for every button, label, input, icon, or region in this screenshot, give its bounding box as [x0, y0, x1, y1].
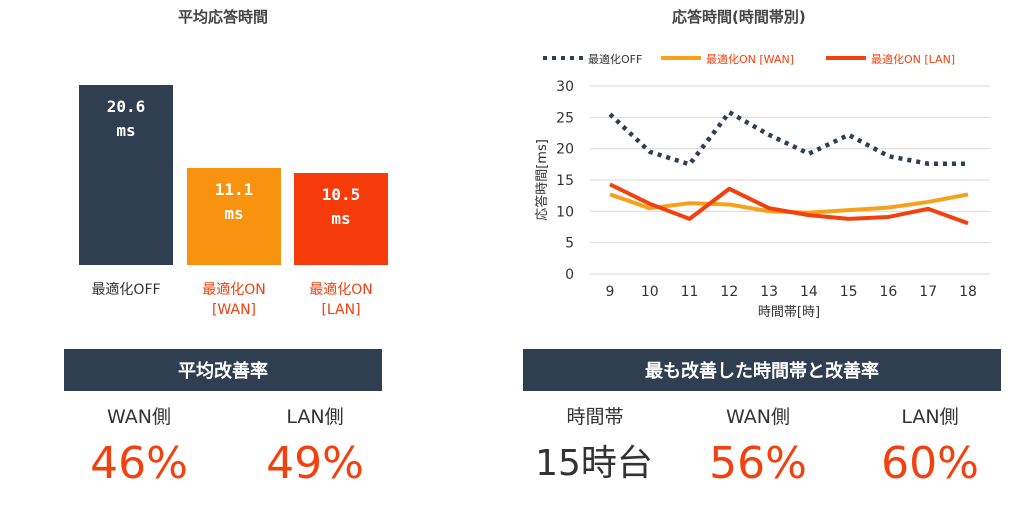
y-tick-label: 25 [556, 110, 574, 126]
best-timeslot-banner: 最も改善した時間帯と改善率 [523, 349, 1001, 391]
y-tick-label: 5 [565, 236, 574, 252]
y-tick-label: 10 [556, 204, 574, 220]
best-lan-value: 60% [881, 438, 979, 489]
bar-category-label: 最適化ON [WAN] [202, 282, 266, 318]
bar: 11.1 ms [187, 168, 281, 265]
y-tick-label: 15 [556, 173, 574, 189]
wan-side-label: WAN側 [107, 406, 171, 428]
x-tick-label: 17 [919, 284, 937, 300]
bar: 10.5 ms [294, 173, 388, 265]
series-line [609, 182, 969, 226]
bar-value-number: 11.1 [214, 180, 254, 199]
lan-side-label: LAN側 [286, 406, 344, 428]
lan-improvement-value: 49% [266, 438, 364, 489]
line-chart: 0 5 10 15 20 25 30 9 10 11 12 13 14 15 16 17 18 時間帯[時] 応答時… [534, 52, 990, 320]
y-tick-label: 20 [556, 142, 574, 158]
x-tick-label: 10 [641, 284, 659, 300]
timeslot-value: 15時台 [535, 443, 653, 484]
bar-value-unit: ms [224, 204, 244, 223]
bar: 20.6 ms [79, 85, 173, 265]
best-wan-label: WAN側 [726, 406, 790, 428]
y-axis-label: 応答時間[ms] [534, 139, 550, 221]
best-wan-value: 56% [709, 438, 807, 489]
legend-label: 最適化ON [WAN] [706, 52, 794, 66]
legend-label: 最適化OFF [588, 52, 642, 66]
y-tick-label: 0 [565, 267, 574, 283]
x-axis-label: 時間帯[時] [758, 305, 820, 320]
bar-category-label: 最適化ON [LAN] [309, 282, 373, 318]
bar-value-label: 11.1 ms [187, 178, 281, 226]
timeslot-label: 時間帯 [566, 406, 624, 428]
bar-value-unit: ms [331, 209, 351, 229]
bar-value-number: 20.6 [106, 97, 146, 116]
bar-value-label: 10.5 ms [294, 183, 388, 231]
bar-value-number: 10.5 [321, 185, 361, 205]
bar-value-label: 20.6 ms [79, 95, 173, 143]
y-tick-label: 30 [556, 79, 574, 95]
x-tick-label: 14 [800, 284, 818, 300]
x-tick-label: 9 [606, 284, 615, 300]
wan-improvement-value: 46% [90, 438, 188, 489]
x-tick-label: 11 [681, 284, 699, 300]
bar-chart: 20.6 ms 最適化OFF 11.1 ms 最適化ON [WAN] 10.5 ms 最適化ON[… [0, 0, 400, 340]
best-lan-label: LAN側 [901, 406, 959, 428]
bar-category-label: 最適化OFF [91, 282, 161, 298]
line-chart-title: 応答時間(時間帯別) [672, 8, 806, 26]
series-line [608, 110, 968, 167]
bar-value-unit: ms [116, 121, 136, 140]
x-tick-label: 12 [720, 284, 738, 300]
avg-improvement-banner: 平均改善率 [64, 349, 382, 391]
x-tick-label: 18 [959, 284, 977, 300]
x-tick-label: 13 [760, 284, 778, 300]
bar-chart-title: 平均応答時間 [178, 8, 269, 26]
legend-label: 最適化ON [LAN] [871, 52, 955, 66]
x-tick-label: 15 [840, 284, 858, 300]
x-tick-label: 16 [880, 284, 898, 300]
